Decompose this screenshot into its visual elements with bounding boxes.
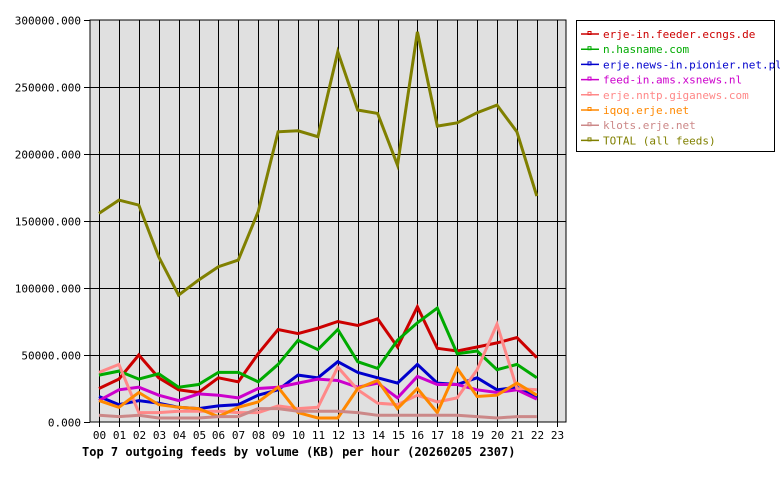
x-tick-label: 15 [392,429,405,442]
x-tick-label: 05 [193,429,206,442]
x-tick-label: 18 [451,429,464,442]
y-tick-label: 200000.000 [15,149,81,162]
x-tick-label: 00 [93,429,106,442]
y-tick-label: 250000.000 [15,82,81,95]
x-tick-label: 20 [491,429,504,442]
x-tick-label: 09 [272,429,285,442]
x-tick-label: 13 [352,429,365,442]
x-tick-label: 19 [471,429,484,442]
x-tick-label: 23 [551,429,564,442]
legend-item: erje.news-in.pionier.net.pl [581,58,780,71]
legend-item: erje-in.feeder.ecngs.de [581,28,755,41]
legend-item: feed-in.ams.xsnews.nl [581,74,742,87]
y-tick-label: 50000.000 [21,350,81,363]
x-tick-label: 22 [531,429,544,442]
x-tick-label: 04 [173,429,187,442]
x-tick-label: 17 [431,429,444,442]
x-tick-label: 03 [153,429,166,442]
x-axis: 00 01 02 03 04 05 06 07 08 09 10 11 12 13 14 15 16 17 18 19… [93,422,564,442]
y-axis: 0.000 50000.000 100000.000 150000.000 200000… [15,15,90,430]
x-tick-label: 01 [113,429,126,442]
y-tick-label: 300000.000 [15,15,81,28]
legend-label: iqoq.erje.net [603,104,689,117]
legend-label: erje.nntp.giganews.com [603,89,749,102]
x-tick-label: 16 [411,429,424,442]
x-tick-label: 10 [292,429,305,442]
legend-label: erje.news-in.pionier.net.pl [603,58,780,71]
x-tick-label: 02 [133,429,146,442]
legend: erje-in.feeder.ecngs.de n.hasname.com erje… [577,21,780,152]
x-tick-label: 08 [252,429,265,442]
legend-item: erje.nntp.giganews.com [581,89,749,102]
x-tick-label: 21 [511,429,524,442]
x-tick-label: 06 [212,429,225,442]
x-tick-label: 11 [312,429,325,442]
y-tick-label: 150000.000 [15,216,81,229]
x-tick-label: 12 [332,429,345,442]
x-tick-label: 14 [372,429,386,442]
x-tick-label: 07 [232,429,245,442]
y-tick-label: 0.000 [48,417,81,430]
chart-title: Top 7 outgoing feeds by volume (KB) per … [82,445,515,459]
legend-label: n.hasname.com [603,43,689,56]
y-tick-label: 100000.000 [15,283,81,296]
legend-label: erje-in.feeder.ecngs.de [603,28,755,41]
legend-label: klots.erje.net [603,119,696,132]
legend-label: feed-in.ams.xsnews.nl [603,74,742,87]
legend-label: TOTAL (all feeds) [603,134,716,147]
